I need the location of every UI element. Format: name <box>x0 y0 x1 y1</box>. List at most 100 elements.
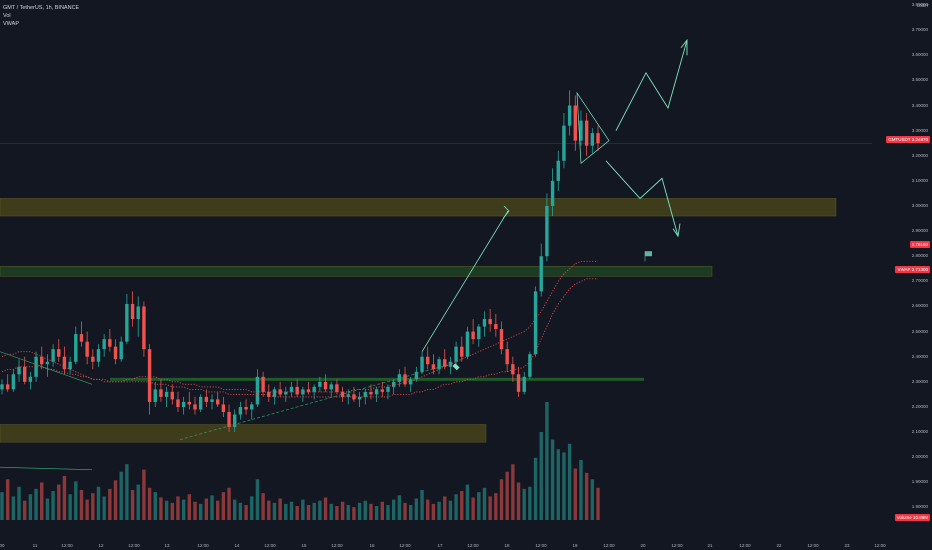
volume-bar <box>335 506 339 520</box>
candle-body <box>255 376 260 405</box>
volume-bar <box>539 432 543 520</box>
time-tick-label: 22 <box>776 543 782 548</box>
volume-bar <box>522 488 526 520</box>
candle-body <box>545 205 549 257</box>
time-tick-label: 12:00 <box>739 543 751 548</box>
volume-bar <box>221 492 226 520</box>
bullish-projection-path <box>615 40 688 131</box>
volume-bar <box>45 498 50 520</box>
volume-bar <box>465 484 470 520</box>
time-tick-label: 00 <box>0 543 5 548</box>
candle-body <box>45 361 50 365</box>
volume-bar <box>488 496 492 520</box>
volume-bar <box>494 493 498 520</box>
volume-bar <box>255 479 260 520</box>
candle-body <box>5 384 10 390</box>
price-tick-label: 3.10000 <box>911 177 928 183</box>
candle-body <box>346 394 350 397</box>
candle-body <box>102 339 106 350</box>
time-tick-label: 12:00 <box>197 543 209 548</box>
candle-body <box>0 384 4 390</box>
volume-bar <box>448 500 453 520</box>
volume-bar <box>499 479 504 520</box>
vwap-lower-value: 2.71300 <box>911 267 928 272</box>
candle-body <box>68 361 72 370</box>
candle-body <box>494 324 498 330</box>
candle-body <box>85 341 89 357</box>
candle-body <box>312 386 316 392</box>
candle-body <box>79 334 84 342</box>
volume-bar <box>420 489 424 520</box>
candle-body <box>329 384 333 390</box>
candle-body <box>278 389 282 395</box>
volume-bar <box>426 499 430 520</box>
time-tick-label: 16 <box>369 543 375 548</box>
volume-bar <box>227 487 231 520</box>
volume-bar <box>590 479 595 520</box>
candle-body <box>233 414 237 428</box>
candle-body <box>238 406 243 415</box>
time-tick-label: 13 <box>164 543 170 548</box>
candle-body <box>57 349 61 357</box>
symbol-title[interactable]: GMT / TetherUS, 1h, BINANCE <box>3 5 80 11</box>
time-tick-label: 11 <box>32 543 38 548</box>
volume-bar <box>323 497 328 520</box>
volume-bar <box>198 503 203 520</box>
time-tick-label: 18 <box>504 543 510 548</box>
price-tick-label: 2.60000 <box>911 303 928 309</box>
candle-body <box>142 306 146 350</box>
candle-body <box>431 364 436 370</box>
candle-body <box>522 376 526 392</box>
volume-bar <box>11 496 16 520</box>
candle-body <box>244 406 248 410</box>
volume-bar <box>312 502 316 520</box>
volume-bar <box>102 496 106 520</box>
candle-body <box>250 404 254 410</box>
volume-bar <box>34 488 38 520</box>
time-tick-label: 12:00 <box>399 543 411 548</box>
arrow-head <box>672 223 681 238</box>
time-tick-label: 12:00 <box>128 543 140 548</box>
candle-body <box>414 371 419 380</box>
support-zone <box>0 266 713 277</box>
candle-body <box>91 356 95 362</box>
candle-body <box>516 374 521 392</box>
volume-bar <box>68 494 72 520</box>
candle-body <box>198 396 203 410</box>
candle-body <box>289 386 294 392</box>
marker-icon <box>452 363 460 371</box>
candle-body <box>443 359 447 367</box>
volume-bar <box>244 504 248 520</box>
price-tick-label: 3.30000 <box>911 127 928 133</box>
volume-bar <box>414 498 419 520</box>
candle-body <box>11 374 16 390</box>
candle-body <box>153 389 157 402</box>
volume-bar <box>329 503 333 520</box>
volume-bar <box>40 482 44 520</box>
time-tick-label: 12:00 <box>535 543 547 548</box>
vwap-indicator-label[interactable]: VWAP <box>3 21 19 27</box>
candle-body <box>28 376 33 382</box>
volume-bar <box>443 496 447 520</box>
volume-indicator-label[interactable]: Vol <box>3 13 11 19</box>
price-tick-label: 1.90000 <box>911 479 928 485</box>
time-tick-label: 17 <box>437 543 443 548</box>
candle-body <box>176 399 180 407</box>
old-trendline <box>0 466 93 471</box>
volume-bar <box>380 501 385 520</box>
candle-body <box>113 346 118 360</box>
volume-bar <box>91 493 95 520</box>
time-tick-label: 12:00 <box>264 543 276 548</box>
volume-bar <box>511 464 515 520</box>
candle-body <box>108 339 112 347</box>
candle-body <box>261 376 265 392</box>
candle-body <box>454 346 458 362</box>
volume-bar <box>562 452 566 520</box>
currency-label: USDT <box>916 3 929 8</box>
time-tick-label: 12:00 <box>331 543 343 548</box>
last-price-value: 3.24870 <box>911 137 928 142</box>
volume-bar <box>85 499 89 520</box>
price-tick-label: 2.00000 <box>911 454 928 460</box>
support-zone <box>0 424 487 443</box>
